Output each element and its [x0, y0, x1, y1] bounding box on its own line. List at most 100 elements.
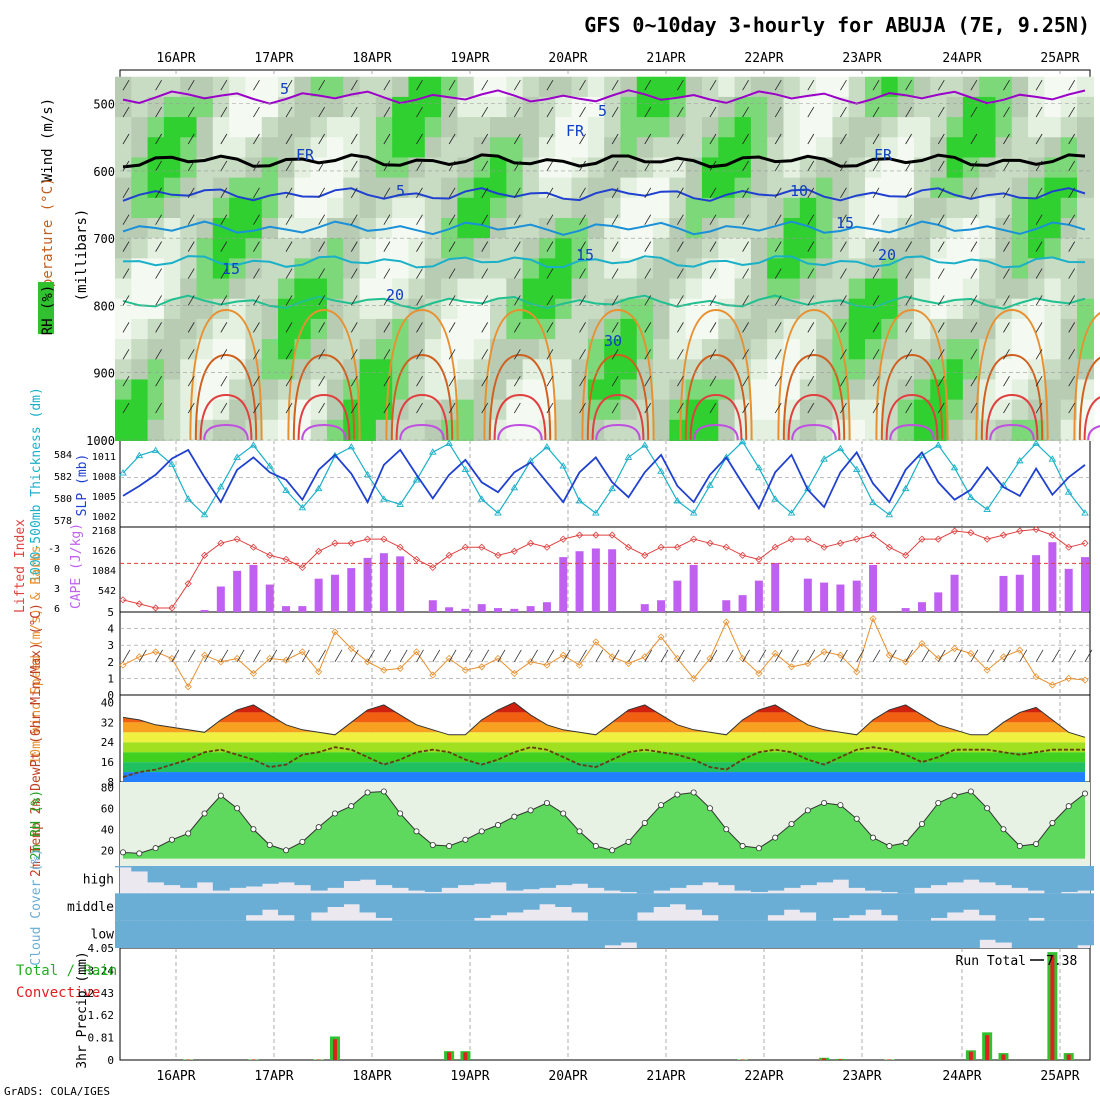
li-point — [820, 543, 828, 551]
rh-shade-cell — [310, 96, 328, 119]
cape-bar — [852, 580, 861, 612]
cloud-cell — [490, 893, 508, 916]
cape-tick-label: 1626 — [92, 546, 116, 557]
cape-bar — [265, 584, 274, 612]
rh-point — [136, 850, 143, 857]
rh-shade-cell — [718, 419, 736, 441]
rh-shade-cell — [392, 238, 410, 260]
rh-point — [185, 830, 192, 837]
li-point — [836, 539, 844, 547]
rh-shade-cell — [196, 96, 214, 119]
rh-shade-cell — [1028, 76, 1046, 98]
wind-barb — [1003, 268, 1010, 279]
rh-legend-swatch — [38, 282, 54, 334]
wind-barb — [1068, 214, 1076, 225]
wind-speed-point — [983, 666, 991, 674]
slp-point — [119, 469, 127, 476]
rh-shade-cell — [636, 339, 654, 361]
rh-shade-cell — [229, 318, 247, 341]
rh-shade-cell — [310, 399, 328, 421]
cloud-cell — [1060, 893, 1078, 921]
wind-barb-10m — [187, 649, 196, 663]
wind-barb — [285, 133, 293, 145]
rh-point — [511, 813, 518, 820]
wind-barb — [611, 133, 619, 145]
rh-shade-cell — [441, 419, 459, 441]
rh-shade-cell — [473, 359, 491, 381]
wind-barb — [970, 402, 978, 414]
wind-barb — [383, 295, 391, 306]
rh-shade-cell — [832, 197, 850, 219]
slp-point — [477, 495, 486, 502]
cloud-cell — [962, 866, 980, 880]
rh-shade-cell — [979, 76, 997, 98]
rh-shade-cell — [734, 177, 752, 199]
wind-barb — [905, 349, 912, 360]
rh-shade-cell — [163, 76, 181, 98]
rh-shade-cell — [441, 157, 459, 179]
slp-point — [820, 455, 828, 462]
cloud-cell — [848, 866, 866, 888]
rh-shade-cell — [163, 238, 181, 260]
slp-point — [852, 465, 861, 473]
cloud-cell — [571, 866, 589, 884]
rh-shade-cell — [701, 298, 719, 320]
date-label-bottom: 20APR — [548, 1069, 587, 1084]
cloud-cell — [196, 920, 214, 948]
rh-shade-cell — [196, 298, 214, 320]
rh-shade-cell — [799, 318, 817, 341]
cape-bar — [559, 557, 568, 612]
rh-shade-cell — [115, 419, 132, 441]
li-point — [869, 531, 877, 539]
rh-shade-cell — [278, 278, 296, 300]
rh-shade-cell — [783, 278, 801, 300]
li-point — [592, 531, 600, 539]
rh-shade-cell — [506, 298, 524, 320]
cape-bar — [379, 553, 388, 612]
surface-warm-contour — [975, 308, 1049, 441]
rh-shade-cell — [734, 258, 752, 280]
rh-shade-cell — [750, 379, 768, 401]
rh-shade-cell — [131, 76, 149, 98]
wind-barb-10m — [840, 649, 848, 663]
wind-barb — [122, 322, 130, 333]
pressure-tick-label: 600 — [93, 165, 115, 179]
rh-shade-cell — [245, 218, 263, 240]
rh-shade-cell — [147, 177, 165, 199]
rh-shade-cell — [685, 339, 703, 361]
rh-shade-cell — [913, 137, 931, 159]
rh-shade-cell — [1011, 197, 1029, 219]
wind-barb — [709, 160, 717, 172]
rh-point — [984, 805, 991, 812]
rh-shade-cell — [522, 197, 540, 219]
wind-barb — [350, 133, 358, 145]
wind-barb — [155, 295, 162, 306]
date-label-top: 18APR — [352, 51, 391, 66]
rh-shade-cell — [310, 177, 328, 199]
wind-barb — [644, 268, 652, 279]
wind-barb — [970, 295, 978, 306]
rh-shade-cell — [392, 339, 410, 361]
rh-shade-cell — [506, 278, 524, 300]
isotherm-line — [122, 255, 1086, 269]
wind-barb — [579, 268, 586, 279]
rh-shade-cell — [1011, 117, 1029, 139]
rh-shade-cell — [881, 157, 899, 179]
cape-bar — [510, 608, 519, 612]
wind-barb — [840, 214, 847, 225]
li-point — [298, 563, 306, 572]
rh-shade-cell — [326, 137, 344, 159]
rh-shade-cell — [555, 278, 573, 300]
rh-shade-cell — [587, 96, 605, 119]
wind-barb — [937, 214, 945, 225]
precip-tick-label: 4.05 — [88, 942, 115, 955]
wind-barb — [579, 241, 586, 252]
slp-point — [510, 483, 519, 491]
wind-barb — [1003, 187, 1010, 199]
rh-shade-cell — [734, 298, 752, 320]
rh-shade-cell — [294, 278, 312, 300]
wind-tick-label: 1 — [107, 672, 114, 685]
rh-shade-cell — [1077, 137, 1094, 159]
rh-shade-cell — [196, 278, 214, 300]
rh-shade-cell — [1044, 177, 1062, 199]
